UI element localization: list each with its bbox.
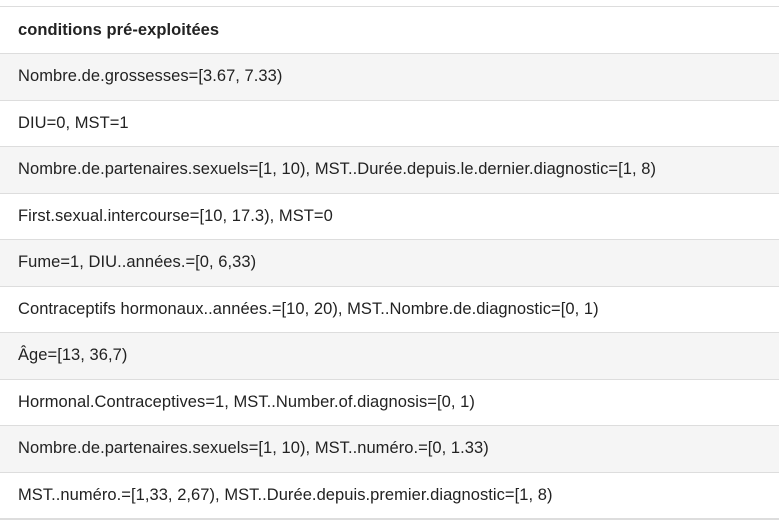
table-row: Fume=1, DIU..années.=[0, 6,33): [0, 239, 779, 286]
table-row: Nombre.de.grossesses=[3.67, 7.33): [0, 53, 779, 100]
conditions-table: conditions pré-exploitées Nombre.de.gros…: [0, 6, 779, 520]
table-row: Âge=[13, 36,7): [0, 332, 779, 379]
table-header: conditions pré-exploitées: [0, 6, 779, 53]
table-bottom-border: [0, 518, 779, 520]
table-row: First.sexual.intercourse=[10, 17.3), MST…: [0, 192, 779, 239]
table-row: Nombre.de.partenaires.sexuels=[1, 10), M…: [0, 146, 779, 193]
table-row: Contraceptifs hormonaux..années.=[10, 20…: [0, 285, 779, 332]
table-row: Hormonal.Contraceptives=1, MST..Number.o…: [0, 378, 779, 425]
table-row: MST..numéro.=[1,33, 2,67), MST..Durée.de…: [0, 471, 779, 518]
table-row: DIU=0, MST=1: [0, 99, 779, 146]
table-row: Nombre.de.partenaires.sexuels=[1, 10), M…: [0, 425, 779, 472]
